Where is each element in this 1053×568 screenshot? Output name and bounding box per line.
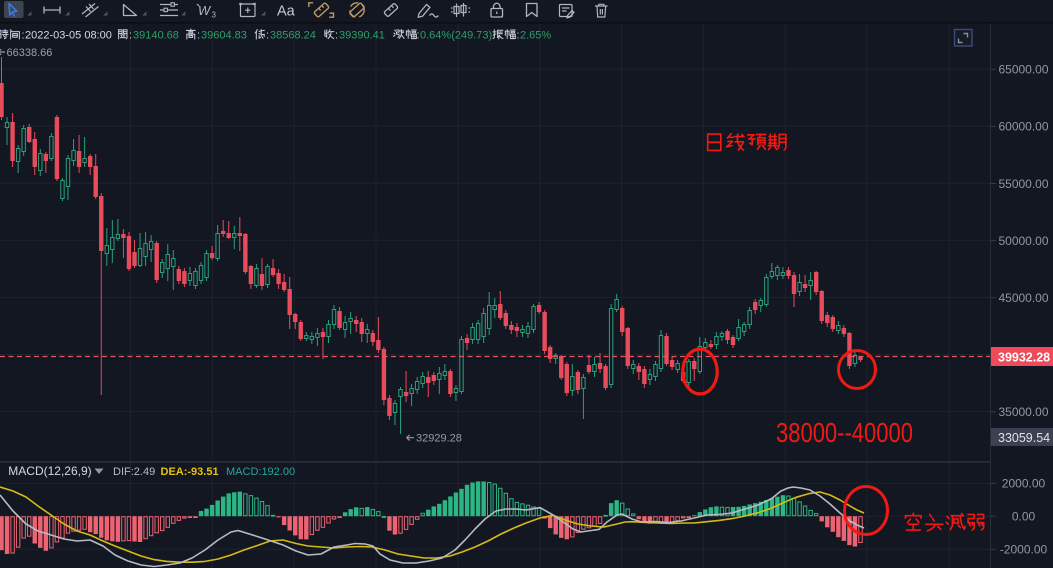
svg-text:0.64%(249.73): 0.64%(249.73) — [420, 30, 492, 42]
svg-text::: : — [266, 30, 269, 42]
svg-text:DEA:-93.51: DEA:-93.51 — [161, 466, 219, 478]
svg-text:39140.68: 39140.68 — [133, 30, 179, 42]
svg-text::: : — [335, 30, 338, 42]
svg-text:-2000.00: -2000.00 — [1000, 543, 1048, 557]
svg-text::: : — [517, 30, 520, 42]
svg-text::: : — [417, 30, 420, 42]
svg-text::: : — [197, 30, 200, 42]
svg-text:50000.00: 50000.00 — [998, 234, 1048, 248]
svg-text:66338.66: 66338.66 — [7, 47, 53, 59]
svg-text:39604.83: 39604.83 — [201, 30, 247, 42]
svg-text:35000.00: 35000.00 — [998, 405, 1048, 419]
svg-text:2.65%: 2.65% — [520, 30, 551, 42]
svg-text:32929.28: 32929.28 — [416, 432, 462, 444]
svg-text:DIF:2.49: DIF:2.49 — [113, 466, 155, 478]
svg-text:38000--40000: 38000--40000 — [776, 418, 913, 449]
svg-text:45000.00: 45000.00 — [998, 291, 1048, 305]
svg-text:MACD(12,26,9): MACD(12,26,9) — [8, 464, 91, 478]
svg-text::: : — [22, 30, 25, 42]
svg-text:Aa: Aa — [277, 4, 296, 20]
svg-text:3: 3 — [212, 11, 217, 20]
svg-text::: : — [129, 30, 132, 42]
svg-text:38568.24: 38568.24 — [270, 30, 316, 42]
svg-text:2000.00: 2000.00 — [1002, 477, 1046, 491]
svg-text:39390.41: 39390.41 — [339, 30, 385, 42]
svg-text:MACD:192.00: MACD:192.00 — [226, 466, 295, 478]
svg-text:2022-03-05 08:00: 2022-03-05 08:00 — [25, 30, 112, 42]
svg-text:55000.00: 55000.00 — [998, 177, 1048, 191]
svg-text:W: W — [198, 3, 212, 18]
svg-text:60000.00: 60000.00 — [998, 120, 1048, 134]
svg-text:65000.00: 65000.00 — [998, 63, 1048, 77]
svg-text:33059.54: 33059.54 — [998, 431, 1050, 445]
svg-text:0.00: 0.00 — [1012, 510, 1036, 524]
svg-text:39932.28: 39932.28 — [998, 350, 1050, 364]
